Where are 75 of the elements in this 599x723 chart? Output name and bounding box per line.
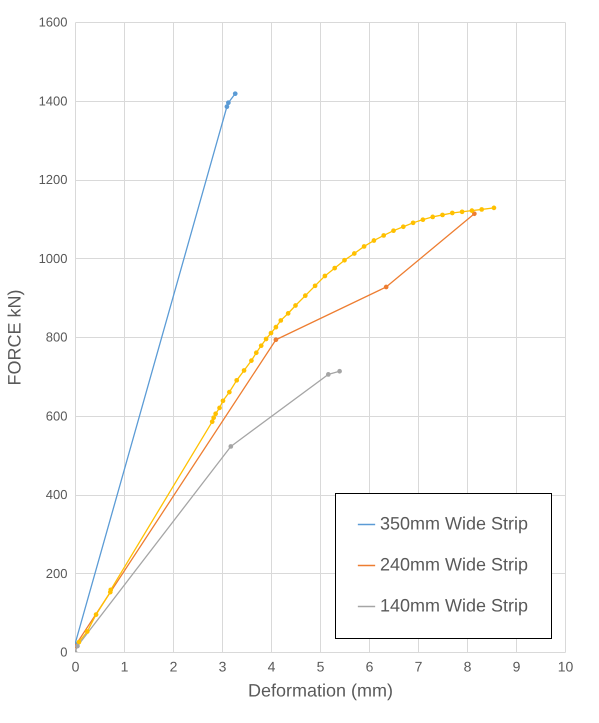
point	[278, 318, 284, 323]
point	[337, 368, 342, 374]
y-tick-label: 600	[46, 408, 68, 424]
point	[332, 266, 338, 270]
point	[94, 612, 98, 617]
point	[254, 350, 259, 356]
point	[479, 207, 484, 212]
point	[312, 283, 318, 288]
legend-label: 240mm Wide Strip	[380, 554, 528, 574]
point	[210, 419, 215, 424]
y-tick-label: 800	[46, 330, 68, 344]
point	[410, 220, 416, 226]
point	[75, 644, 80, 648]
x-axis-title: Deformation (mm)	[248, 680, 394, 700]
point	[249, 358, 254, 363]
point	[268, 330, 274, 336]
x-tick-label: 6	[366, 658, 374, 674]
point	[391, 228, 396, 234]
point	[440, 212, 445, 218]
point	[232, 91, 238, 96]
x-tick-label: 9	[512, 658, 521, 674]
point	[220, 398, 226, 404]
point	[234, 378, 240, 383]
x-tick-label: 8	[464, 658, 472, 674]
x-tick-label: 10	[558, 658, 574, 674]
point	[224, 104, 230, 109]
point	[430, 214, 436, 220]
point	[217, 406, 222, 410]
point	[372, 238, 376, 243]
x-tick-label: 1	[120, 658, 129, 674]
y-tick-label: 400	[46, 487, 68, 502]
y-tick-label: 1000	[38, 250, 68, 266]
y-tick-label: 0	[60, 644, 68, 660]
legend-label: 350mm Wide Strip	[380, 514, 528, 534]
point	[470, 208, 474, 213]
y-tick-label: 200	[46, 566, 68, 581]
point	[472, 211, 477, 216]
point	[227, 390, 232, 394]
x-tick-label: 2	[170, 658, 178, 674]
y-tick-label: 1600	[38, 14, 68, 30]
point	[76, 640, 82, 644]
point	[274, 324, 278, 330]
point	[264, 336, 268, 342]
point	[213, 411, 218, 416]
point	[326, 372, 331, 377]
x-tick-label: 3	[218, 658, 227, 674]
y-tick-label: 1400	[38, 93, 68, 108]
point	[258, 343, 264, 348]
point	[381, 233, 386, 238]
point	[211, 415, 216, 420]
y-axis-title: FORCE kN)	[4, 290, 25, 386]
point	[226, 100, 231, 106]
point	[450, 210, 455, 216]
point	[322, 274, 328, 278]
point	[362, 244, 366, 249]
x-tick-label: 4	[268, 658, 276, 674]
point	[342, 258, 347, 263]
point	[293, 303, 298, 308]
point	[228, 444, 234, 449]
x-tick-label: 7	[414, 658, 423, 674]
x-tick-label: 0	[72, 658, 80, 674]
y-tick-label: 1200	[38, 172, 68, 187]
point	[492, 206, 496, 210]
point	[352, 251, 357, 256]
point	[242, 368, 246, 373]
point	[460, 209, 464, 214]
legend-label: 140mm Wide Strip	[380, 596, 528, 616]
point	[384, 284, 388, 290]
point	[286, 311, 290, 316]
point	[302, 293, 308, 298]
x-tick-label: 5	[316, 658, 325, 674]
point	[400, 224, 406, 230]
point	[84, 629, 90, 634]
point	[420, 217, 426, 222]
point	[274, 337, 278, 342]
